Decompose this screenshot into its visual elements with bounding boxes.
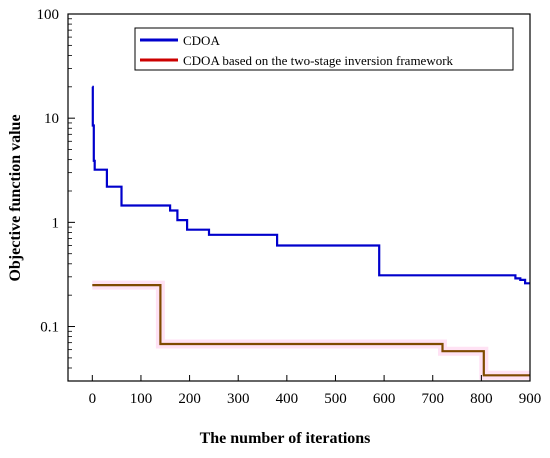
legend-label-two-stage: CDOA based on the two-stage inversion fr… <box>183 53 454 68</box>
series-two-stage-halo <box>92 280 530 380</box>
legend: CDOA CDOA based on the two-stage inversi… <box>134 27 514 71</box>
x-tick-label: 400 <box>276 391 299 407</box>
x-axis-title: The number of iterations <box>200 430 371 447</box>
x-tick-label: 500 <box>324 391 347 407</box>
y-tick-label: 100 <box>37 7 60 23</box>
legend-box <box>134 27 514 71</box>
series-two-stage-line <box>92 284 530 377</box>
y-axis-title: Objective function value <box>7 114 24 281</box>
x-tick-label: 600 <box>373 391 396 407</box>
x-tick-label: 900 <box>519 391 542 407</box>
plot-frame <box>67 13 531 382</box>
legend-label-cdoa: CDOA <box>183 33 220 48</box>
x-tick-label: 0 <box>89 391 97 407</box>
y-tick-label: 0.1 <box>40 320 59 336</box>
x-tick-label: 200 <box>178 391 201 407</box>
x-tick-label: 800 <box>470 391 493 407</box>
x-tick-label: 700 <box>421 391 444 407</box>
series-cdoa-line <box>91 85 530 285</box>
x-tick-label: 100 <box>130 391 153 407</box>
y-tick-label: 10 <box>44 111 59 127</box>
x-tick-label: 300 <box>227 391 250 407</box>
series-layer <box>91 85 530 380</box>
y-tick-label: 1 <box>52 215 60 231</box>
ticks-layer: 0 100 200 300 400 500 600 700 800 900 0.1 1 10 100 <box>37 7 542 407</box>
